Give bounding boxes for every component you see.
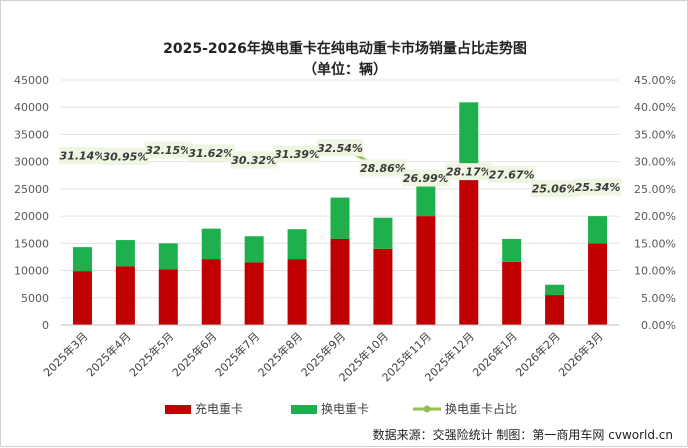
y2-tick-label: 30.00% bbox=[634, 156, 676, 169]
bar-swapping bbox=[588, 216, 608, 244]
legend: 充电重卡 换电重卡 换电重卡占比 bbox=[165, 401, 517, 416]
source-note: 数据来源：交强险统计 制图：第一商用车网 cvworld.cn bbox=[373, 427, 673, 442]
ratio-label-bg bbox=[187, 144, 235, 162]
ratio-label: 28.86% bbox=[360, 162, 406, 175]
y2-tick-label: 25.00% bbox=[634, 183, 676, 196]
y-tick-label: 45000 bbox=[14, 74, 49, 87]
ratio-label-bg bbox=[488, 165, 536, 183]
x-tick-label: 2026年2月 bbox=[513, 329, 563, 379]
bar-charging bbox=[545, 295, 565, 325]
bar-swapping bbox=[287, 229, 307, 260]
y-tick-label: 25000 bbox=[14, 183, 49, 196]
legend-swatch-charging bbox=[165, 405, 191, 414]
y2-tick-label: 20.00% bbox=[634, 210, 676, 223]
bar-charging bbox=[502, 261, 522, 325]
bar-swapping bbox=[158, 243, 178, 270]
bar-charging bbox=[201, 259, 221, 325]
ratio-label-bg bbox=[144, 141, 192, 159]
chart-title: 2025-2026年换电重卡在纯电动重卡市场销量占比走势图 bbox=[163, 40, 527, 57]
legend-swatch-swapping bbox=[291, 405, 317, 414]
y-tick-label: 15000 bbox=[14, 237, 49, 250]
ratio-label-bg bbox=[574, 178, 622, 196]
y2-tick-label: 0.00% bbox=[641, 319, 676, 332]
bar-charging bbox=[244, 262, 264, 325]
bar-swapping bbox=[545, 284, 565, 296]
bar-swapping bbox=[201, 228, 221, 260]
y-tick-label: 0 bbox=[42, 319, 49, 332]
x-axis: 2025年3月2025年4月2025年5月2025年6月2025年7月2025年… bbox=[40, 324, 619, 384]
bar-charging bbox=[416, 216, 436, 325]
ratio-label: 31.39% bbox=[274, 148, 320, 161]
x-tick-label: 2025年7月 bbox=[212, 329, 262, 379]
y-tick-label: 10000 bbox=[14, 265, 49, 278]
bar-charging bbox=[158, 269, 178, 325]
ratio-label: 27.67% bbox=[489, 168, 535, 181]
x-tick-label: 2025年6月 bbox=[169, 329, 219, 379]
bar-charging bbox=[459, 179, 479, 325]
legend-label-swapping: 换电重卡 bbox=[321, 402, 369, 416]
x-tick-label: 2026年1月 bbox=[470, 329, 520, 379]
chart-subtitle: （单位：辆） bbox=[303, 61, 387, 78]
right-axis: 0.00% 5.00% 10.00% 15.00% 20.00% 25.00% 30.00%… bbox=[634, 74, 676, 332]
ratio-label-bg bbox=[402, 169, 450, 187]
legend-label-ratio: 换电重卡占比 bbox=[445, 401, 517, 416]
bar-swapping bbox=[416, 179, 436, 217]
ratio-label: 30.32% bbox=[231, 154, 277, 167]
bars bbox=[72, 102, 608, 325]
ratio-label: 25.06% bbox=[532, 183, 578, 196]
ratio-label-bg bbox=[445, 163, 493, 181]
bar-charging bbox=[72, 271, 92, 325]
ratio-label: 32.54% bbox=[317, 142, 363, 155]
ratio-label-bg bbox=[101, 147, 149, 165]
ratio-label: 28.17% bbox=[446, 166, 492, 179]
x-tick-label: 2025年8月 bbox=[255, 329, 305, 379]
bar-charging bbox=[115, 266, 135, 325]
bar-charging bbox=[330, 238, 350, 325]
ratio-label: 25.34% bbox=[575, 181, 621, 194]
x-tick-label: 2025年5月 bbox=[126, 329, 176, 379]
bar-swapping bbox=[502, 238, 522, 262]
ratio-label-bg bbox=[531, 180, 579, 198]
bar-charging bbox=[373, 248, 393, 325]
legend-label-charging: 充电重卡 bbox=[195, 401, 243, 416]
x-tick-label: 2025年4月 bbox=[83, 329, 133, 379]
ratio-label: 32.15% bbox=[145, 144, 191, 157]
ratio-label-bg bbox=[230, 151, 278, 169]
ratio-label-bg bbox=[316, 139, 364, 157]
y2-tick-label: 35.00% bbox=[634, 128, 676, 141]
y-tick-label: 20000 bbox=[14, 210, 49, 223]
ratio-label-bg bbox=[58, 146, 106, 164]
bar-swapping bbox=[373, 217, 393, 249]
legend-swatch-ratio-marker bbox=[423, 405, 431, 413]
y-tick-label: 35000 bbox=[14, 128, 49, 141]
ratio-label: 30.95% bbox=[102, 150, 148, 163]
bar-swapping bbox=[244, 236, 264, 263]
y2-tick-label: 40.00% bbox=[634, 101, 676, 114]
y-tick-label: 30000 bbox=[14, 156, 49, 169]
ratio-label-bg bbox=[273, 145, 321, 163]
y2-tick-label: 10.00% bbox=[634, 265, 676, 278]
bar-swapping bbox=[115, 240, 135, 267]
ratio-line: 31.14%30.95%32.15%31.62%30.32%31.39%32.5… bbox=[58, 139, 622, 198]
bar-charging bbox=[287, 259, 307, 325]
y2-tick-label: 15.00% bbox=[634, 237, 676, 250]
y-tick-label: 5000 bbox=[21, 292, 49, 305]
bar-swapping bbox=[459, 102, 479, 180]
ratio-label: 26.99% bbox=[403, 172, 449, 185]
x-tick-label: 2025年3月 bbox=[40, 329, 90, 379]
ratio-label-bg bbox=[359, 159, 407, 177]
x-tick-label: 2026年3月 bbox=[555, 329, 605, 379]
y-tick-label: 40000 bbox=[14, 101, 49, 114]
ratio-label: 31.14% bbox=[60, 149, 106, 162]
bar-swapping bbox=[72, 247, 92, 272]
bar-swapping bbox=[330, 197, 350, 239]
bar-charging bbox=[588, 243, 608, 325]
y2-tick-label: 45.00% bbox=[634, 74, 676, 87]
y2-tick-label: 5.00% bbox=[641, 292, 676, 305]
ratio-label: 31.62% bbox=[188, 147, 234, 160]
left-axis: 0 5000 10000 15000 20000 25000 30000 35000 40000… bbox=[14, 74, 49, 332]
